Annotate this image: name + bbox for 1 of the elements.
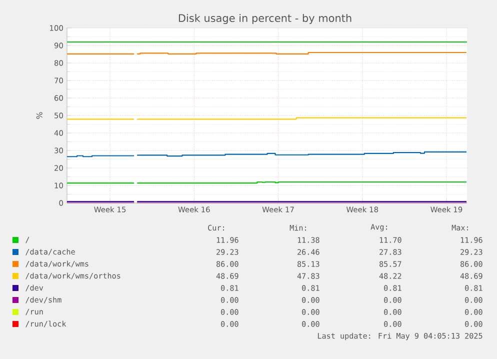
chart-title: Disk usage in percent - by month xyxy=(178,14,352,24)
